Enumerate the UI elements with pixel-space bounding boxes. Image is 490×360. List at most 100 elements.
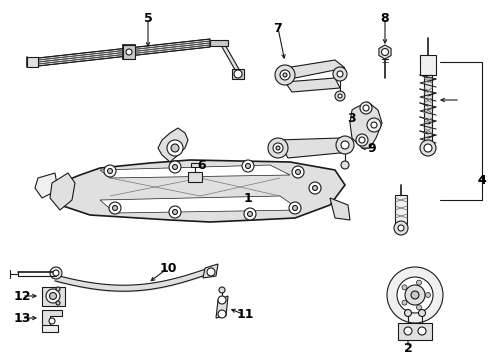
Circle shape <box>289 202 301 214</box>
Polygon shape <box>100 196 300 213</box>
Circle shape <box>313 185 318 190</box>
Circle shape <box>337 71 343 77</box>
Circle shape <box>53 270 59 276</box>
Polygon shape <box>52 160 345 222</box>
Polygon shape <box>42 325 58 332</box>
Circle shape <box>247 212 252 216</box>
Circle shape <box>234 70 242 78</box>
Circle shape <box>219 287 225 293</box>
Polygon shape <box>203 264 218 278</box>
Polygon shape <box>398 323 432 340</box>
Polygon shape <box>191 163 199 167</box>
Circle shape <box>411 291 419 299</box>
Circle shape <box>424 144 432 152</box>
Circle shape <box>387 267 443 323</box>
Circle shape <box>394 221 408 235</box>
Circle shape <box>126 49 132 55</box>
Circle shape <box>336 136 354 154</box>
Polygon shape <box>395 195 407 225</box>
Circle shape <box>360 102 372 114</box>
Circle shape <box>167 140 183 156</box>
Circle shape <box>50 267 62 279</box>
Polygon shape <box>285 60 345 78</box>
Text: 6: 6 <box>197 158 206 171</box>
Circle shape <box>367 118 381 132</box>
Circle shape <box>416 280 421 285</box>
Circle shape <box>245 163 250 168</box>
Circle shape <box>171 144 179 152</box>
Circle shape <box>242 160 254 172</box>
Circle shape <box>333 67 347 81</box>
Polygon shape <box>330 198 350 220</box>
Circle shape <box>169 206 181 218</box>
Circle shape <box>371 122 377 128</box>
Circle shape <box>341 141 349 149</box>
Circle shape <box>280 70 290 80</box>
Polygon shape <box>216 296 228 318</box>
Polygon shape <box>100 165 290 178</box>
Text: 3: 3 <box>348 112 356 125</box>
Polygon shape <box>379 45 391 59</box>
Circle shape <box>418 327 426 335</box>
Polygon shape <box>27 57 38 67</box>
Circle shape <box>295 170 300 175</box>
Polygon shape <box>123 45 135 59</box>
Circle shape <box>109 202 121 214</box>
Circle shape <box>273 143 283 153</box>
Circle shape <box>56 301 60 305</box>
Polygon shape <box>285 78 340 92</box>
Circle shape <box>49 292 56 300</box>
Circle shape <box>425 292 431 297</box>
Polygon shape <box>50 173 75 210</box>
Polygon shape <box>35 173 58 198</box>
Circle shape <box>172 210 177 215</box>
Text: 13: 13 <box>13 311 31 324</box>
Circle shape <box>335 91 345 101</box>
Text: 4: 4 <box>478 174 487 186</box>
Circle shape <box>244 208 256 220</box>
Text: 7: 7 <box>273 22 282 35</box>
Circle shape <box>356 134 368 146</box>
Circle shape <box>402 285 407 290</box>
Text: 2: 2 <box>404 342 413 355</box>
Circle shape <box>104 165 116 177</box>
Polygon shape <box>210 40 228 46</box>
Polygon shape <box>42 287 65 306</box>
Text: 8: 8 <box>381 12 390 24</box>
Circle shape <box>169 161 181 173</box>
Circle shape <box>268 138 288 158</box>
Polygon shape <box>158 128 188 162</box>
Polygon shape <box>232 69 244 79</box>
Circle shape <box>341 161 349 169</box>
Circle shape <box>275 65 295 85</box>
Circle shape <box>418 310 425 316</box>
Circle shape <box>420 140 436 156</box>
Circle shape <box>338 94 342 98</box>
Polygon shape <box>420 55 436 75</box>
Circle shape <box>207 268 215 276</box>
Polygon shape <box>222 43 240 75</box>
Circle shape <box>382 49 389 55</box>
Circle shape <box>398 225 404 231</box>
Circle shape <box>218 310 226 318</box>
Circle shape <box>359 137 365 143</box>
Circle shape <box>283 73 287 77</box>
Circle shape <box>113 206 118 211</box>
Circle shape <box>404 327 412 335</box>
Circle shape <box>107 168 113 174</box>
Polygon shape <box>38 39 210 66</box>
Text: 1: 1 <box>244 192 252 204</box>
Circle shape <box>276 146 280 150</box>
Circle shape <box>49 318 55 324</box>
Circle shape <box>172 165 177 170</box>
Text: 9: 9 <box>368 141 376 154</box>
Text: 4: 4 <box>478 174 487 186</box>
Circle shape <box>416 305 421 310</box>
Circle shape <box>218 296 226 304</box>
Circle shape <box>405 310 412 316</box>
Text: 5: 5 <box>144 12 152 24</box>
Circle shape <box>293 206 297 211</box>
Circle shape <box>402 300 407 305</box>
Circle shape <box>309 182 321 194</box>
Polygon shape <box>188 172 202 182</box>
